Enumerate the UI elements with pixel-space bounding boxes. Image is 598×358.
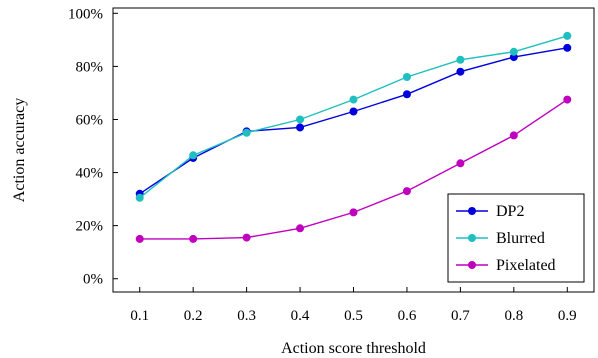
data-point-pixelated [509, 131, 518, 140]
legend-label-pixelated: Pixelated [496, 257, 556, 274]
x-tick-label: 0.4 [291, 308, 310, 324]
x-tick-label: 0.5 [344, 308, 363, 324]
legend-marker-pixelated [468, 261, 476, 269]
x-tick-label: 0.1 [130, 308, 149, 324]
data-point-blurred [456, 55, 465, 64]
data-point-pixelated [402, 187, 411, 196]
data-point-dp2 [349, 107, 358, 116]
data-point-blurred [563, 31, 572, 40]
legend: DP2 Blurred Pixelated [447, 193, 585, 283]
series-line-dp2 [139, 47, 568, 195]
y-tick-label: 40% [76, 166, 104, 182]
data-point-pixelated [349, 208, 358, 217]
data-point-dp2 [296, 123, 305, 132]
x-axis-title: Action score threshold [281, 340, 426, 357]
x-tick-label: 0.3 [237, 308, 256, 324]
y-axis-title: Action accuracy [11, 98, 28, 202]
legend-marker-dp2 [468, 207, 476, 215]
data-point-pixelated [563, 95, 572, 104]
data-point-pixelated [135, 234, 144, 243]
data-point-blurred [189, 151, 198, 160]
data-point-pixelated [296, 224, 305, 233]
series-layer [135, 31, 572, 243]
x-tick-label: 0.8 [504, 308, 523, 324]
data-point-dp2 [563, 43, 572, 52]
y-tick-label: 0% [83, 272, 103, 288]
data-point-blurred [135, 193, 144, 202]
x-tick-label: 0.2 [184, 308, 203, 324]
data-point-pixelated [189, 234, 198, 243]
data-point-blurred [509, 47, 518, 56]
legend-label-blurred: Blurred [496, 230, 545, 247]
data-point-pixelated [456, 159, 465, 168]
data-point-blurred [242, 128, 251, 137]
data-point-blurred [349, 95, 358, 104]
data-point-dp2 [456, 67, 465, 76]
x-tick-label: 0.7 [451, 308, 470, 324]
y-tick-label: 20% [76, 219, 104, 235]
data-point-blurred [296, 115, 305, 124]
axes: 0% 20% 40% 60% 80% 100% 0.1 0.2 0.3 0.4 0.5 0.6 0.7 0… [68, 6, 595, 324]
data-point-pixelated [242, 233, 251, 242]
data-point-dp2 [402, 90, 411, 99]
x-tick-label: 0.6 [398, 308, 417, 324]
y-tick-label: 60% [76, 112, 104, 128]
legend-label-dp2: DP2 [496, 203, 524, 220]
data-point-blurred [402, 73, 411, 82]
y-tick-label: 100% [68, 6, 103, 22]
x-tick-label: 0.9 [558, 308, 577, 324]
y-tick-label: 80% [76, 59, 104, 75]
legend-marker-blurred [468, 234, 476, 242]
